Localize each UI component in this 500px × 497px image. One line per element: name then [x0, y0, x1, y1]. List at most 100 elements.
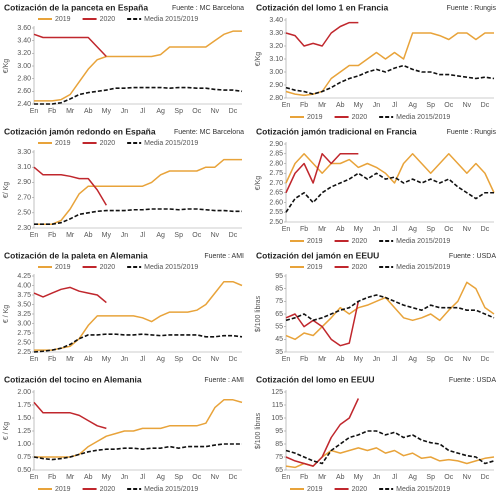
x-tick-label: Dc: [481, 102, 490, 109]
x-tick-label: My: [102, 474, 112, 481]
x-tick-label: Dc: [229, 356, 238, 363]
y-tick-label: 2.85: [269, 151, 283, 158]
y-axis-label: €/ Kg: [3, 182, 10, 198]
x-tick-label: Nv: [463, 226, 472, 233]
y-tick-label: 85: [275, 441, 283, 448]
source: Fuente : AMI: [204, 253, 244, 260]
x-tick-label: Ag: [408, 356, 417, 363]
series-line: [34, 399, 243, 458]
x-tick-label: Ab: [84, 108, 93, 115]
y-tick-label: 65: [275, 467, 283, 474]
chart-title: Cotización jamón redondo en España: [4, 126, 156, 136]
y-tick-label: 2.75: [269, 170, 283, 177]
x-tick-label: Ab: [84, 356, 93, 363]
x-tick-label: Jl: [140, 108, 146, 115]
series-line: [33, 33, 107, 58]
series-line: [33, 333, 243, 353]
x-tick-label: Nv: [463, 356, 472, 363]
x-tick-label: En: [30, 356, 39, 363]
x-tick-label: Ag: [156, 474, 165, 481]
legend-label: Media 2015/2019: [396, 264, 450, 271]
x-tick-label: Oc: [192, 356, 201, 363]
chart-title: Cotización del lomo en EEUU: [256, 374, 375, 384]
y-tick-label: 2.50: [269, 219, 283, 226]
y-tick-label: 2.70: [269, 180, 283, 187]
x-tick-label: Sp: [174, 108, 183, 115]
x-tick-label: Jl: [140, 232, 146, 239]
x-tick-label: Nv: [463, 102, 472, 109]
series-line: [33, 401, 107, 430]
chart-title: Cotización de la paleta en Alemania: [4, 250, 148, 260]
legend-label: 2019: [55, 264, 71, 271]
x-tick-label: Nv: [211, 108, 220, 115]
legend-label: 2019: [307, 238, 323, 245]
chart-title: Cotización del jamón en EEUU: [256, 250, 379, 260]
x-tick-label: Jn: [121, 108, 129, 115]
legend-label: Media 2015/2019: [396, 238, 450, 245]
x-tick-label: Jl: [392, 102, 398, 109]
x-tick-label: Dc: [481, 356, 490, 363]
x-tick-label: Ag: [156, 232, 165, 239]
y-tick-label: 95: [275, 273, 283, 280]
x-tick-label: Jl: [392, 226, 398, 233]
x-tick-label: My: [354, 226, 364, 233]
series-line: [285, 301, 360, 347]
x-tick-label: En: [282, 102, 291, 109]
y-tick-label: 3.00: [17, 320, 31, 327]
legend-label: 2019: [55, 16, 71, 23]
y-axis-label: € / Kg: [3, 422, 10, 440]
legend-label: 2019: [307, 264, 323, 271]
y-tick-label: 2.90: [269, 141, 283, 148]
x-tick-label: Oc: [444, 474, 453, 481]
x-tick-label: Fb: [48, 474, 56, 481]
x-tick-label: Jl: [140, 356, 146, 363]
x-tick-label: Jl: [392, 356, 398, 363]
legend-label: 2019: [55, 140, 71, 147]
x-tick-label: My: [102, 108, 112, 115]
source: Fuente : MC Barcelona: [172, 5, 244, 12]
y-tick-label: 115: [272, 402, 283, 409]
x-tick-label: Jn: [373, 474, 381, 481]
x-tick-label: My: [354, 356, 364, 363]
y-tick-label: 3.40: [269, 17, 283, 24]
y-tick-label: 4.00: [17, 282, 31, 289]
x-tick-label: Ab: [336, 474, 345, 481]
legend-label: Media 2015/2019: [144, 140, 198, 147]
y-tick-label: 2.40: [17, 101, 31, 108]
y-tick-label: 2.80: [269, 95, 283, 102]
y-tick-label: 2.75: [17, 330, 31, 337]
x-tick-label: Nv: [463, 474, 472, 481]
x-tick-label: Sp: [426, 102, 435, 109]
x-tick-label: Ab: [336, 102, 345, 109]
series-line: [285, 447, 495, 469]
x-tick-label: En: [282, 226, 291, 233]
y-tick-label: 2.65: [269, 190, 283, 197]
x-tick-label: Jl: [140, 474, 146, 481]
x-tick-label: Mr: [66, 356, 75, 363]
x-tick-label: Fb: [48, 356, 56, 363]
y-tick-label: 2.30: [17, 225, 31, 232]
x-tick-label: Sp: [426, 226, 435, 233]
legend-label: 2020: [100, 140, 116, 147]
y-tick-label: 3.20: [269, 43, 283, 50]
x-tick-label: Mr: [66, 474, 75, 481]
y-axis-label: €/Kg: [255, 52, 262, 67]
y-tick-label: 2.25: [17, 349, 31, 356]
legend-label: 2020: [352, 264, 368, 271]
source: Fuente: MC Barcelona: [174, 129, 244, 136]
x-tick-label: Jn: [121, 232, 129, 239]
x-tick-label: Sp: [426, 356, 435, 363]
legend-label: 2020: [352, 114, 368, 121]
legend-label: 2020: [352, 486, 368, 493]
y-tick-label: 0.75: [17, 454, 31, 461]
y-tick-label: 45: [275, 336, 283, 343]
x-tick-label: Ab: [336, 226, 345, 233]
x-tick-label: Oc: [444, 226, 453, 233]
x-tick-label: Mr: [318, 474, 327, 481]
x-tick-label: Ag: [156, 108, 165, 115]
x-tick-label: Mr: [318, 356, 327, 363]
y-tick-label: 1.50: [17, 415, 31, 422]
x-tick-label: Sp: [174, 356, 183, 363]
series-line: [285, 64, 495, 95]
